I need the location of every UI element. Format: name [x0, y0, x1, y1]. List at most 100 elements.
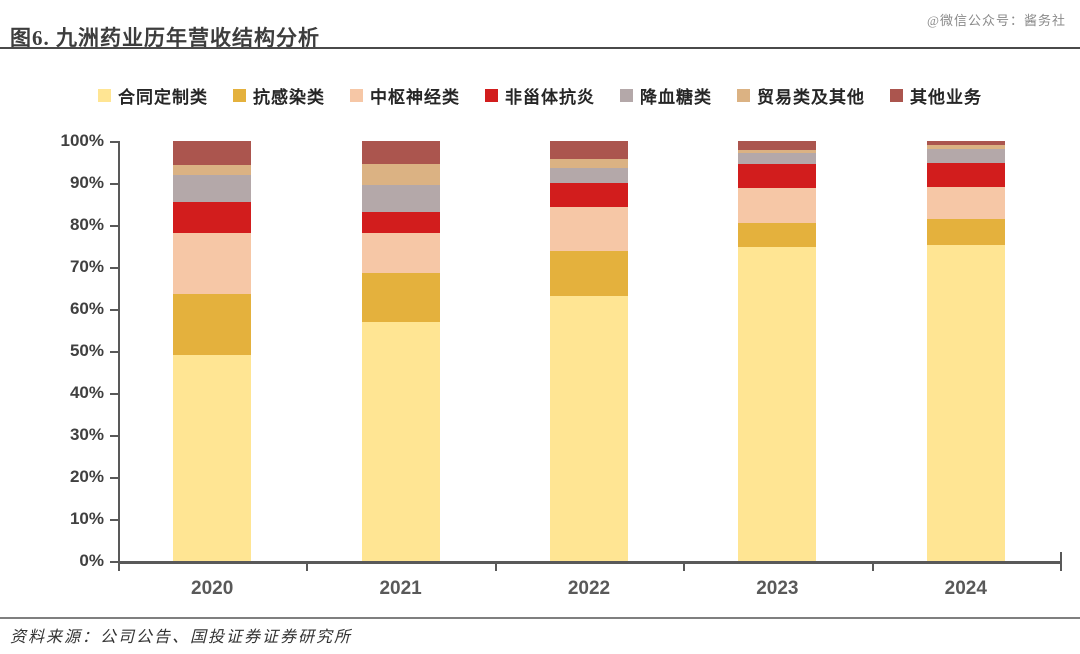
bar-segment-2024-合同定制类: [926, 245, 1005, 561]
y-tick: [110, 183, 118, 185]
y-tick-label: 50%: [69, 341, 104, 360]
x-tick-label: 2021: [379, 578, 422, 599]
bar-segment-2021-中枢神经类: [361, 233, 440, 273]
y-tick: [110, 141, 118, 143]
footer-divider: [0, 617, 1080, 619]
bar-segment-2022-贸易类及其他: [550, 159, 628, 168]
x-tick-label: 2024: [944, 578, 987, 599]
legend-item-6: 其他业务: [890, 83, 982, 108]
bar-segment-2020-降血糖类: [173, 175, 252, 202]
bar-segment-2020-抗感染类: [173, 294, 252, 356]
legend-label: 贸易类及其他: [757, 88, 865, 107]
bar-segment-2024-中枢神经类: [926, 187, 1005, 220]
x-tick: [118, 564, 120, 571]
y-tick: [110, 393, 118, 395]
bar-segment-2023-非甾体抗炎: [738, 164, 817, 189]
bar-segment-2022-抗感染类: [550, 251, 628, 296]
bar-segment-2020-中枢神经类: [173, 233, 252, 295]
y-tick-label: 10%: [69, 509, 104, 528]
legend-label: 合同定制类: [118, 88, 208, 107]
x-tick: [683, 564, 686, 571]
bar-segment-2024-降血糖类: [926, 148, 1005, 164]
x-axis: [118, 561, 1062, 564]
bar-segment-2021-非甾体抗炎: [361, 212, 440, 234]
legend-swatch: [737, 89, 750, 102]
y-tick: [110, 519, 118, 521]
y-tick: [110, 309, 118, 311]
bar-segment-2023-抗感染类: [738, 222, 817, 247]
legend-label: 其他业务: [910, 88, 982, 107]
legend-swatch: [98, 89, 111, 102]
y-tick-label: 20%: [69, 467, 104, 486]
bar-segment-2022-中枢神经类: [550, 206, 628, 252]
y-tick: [110, 267, 118, 269]
legend-item-3: 非甾体抗炎: [485, 83, 595, 108]
legend-item-2: 中枢神经类: [350, 83, 460, 108]
y-tick: [110, 561, 118, 563]
legend-swatch: [485, 89, 498, 102]
bar-segment-2022-其他业务: [550, 141, 628, 160]
x-tick: [871, 564, 874, 571]
bar-segment-2021-贸易类及其他: [361, 164, 440, 186]
bar-segment-2023-中枢神经类: [738, 188, 817, 223]
bar-segment-2020-合同定制类: [173, 355, 252, 561]
legend-swatch: [350, 89, 363, 102]
bar-segment-2021-其他业务: [361, 141, 440, 165]
source-note: 资料来源：公司公告、国投证券证券研究所: [10, 629, 353, 646]
y-axis: [118, 141, 120, 570]
bar-segment-2023-合同定制类: [738, 246, 817, 561]
bar-segment-2024-其他业务: [926, 141, 1005, 145]
y-tick-label: 30%: [69, 425, 104, 444]
title-divider: [0, 47, 1080, 49]
legend-swatch: [620, 89, 633, 102]
x-tick-label: 2022: [567, 578, 611, 599]
bar-2024: [926, 141, 1005, 561]
y-tick: [110, 477, 118, 479]
x-tick-label: 2020: [191, 578, 234, 599]
bar-segment-2020-贸易类及其他: [173, 165, 252, 176]
y-tick-label: 80%: [69, 215, 104, 234]
bar-segment-2023-降血糖类: [738, 153, 817, 165]
bar-segment-2021-抗感染类: [361, 272, 440, 323]
y-tick-label: 40%: [69, 383, 104, 402]
legend-item-4: 降血糖类: [620, 83, 712, 108]
x-axis-end-stub: [1060, 552, 1062, 561]
legend-swatch: [233, 89, 246, 102]
legend-label: 中枢神经类: [370, 88, 460, 107]
legend-label: 抗感染类: [253, 88, 325, 107]
bar-segment-2023-其他业务: [738, 141, 817, 150]
bar-segment-2024-非甾体抗炎: [926, 163, 1005, 188]
y-tick-label: 70%: [69, 257, 104, 276]
bar-segment-2020-非甾体抗炎: [173, 201, 252, 234]
x-tick: [306, 564, 309, 571]
legend-item-1: 抗感染类: [233, 83, 325, 108]
bar-segment-2022-合同定制类: [550, 295, 628, 561]
y-tick: [110, 435, 118, 437]
y-tick-label: 100%: [60, 131, 104, 150]
legend-label: 降血糖类: [640, 88, 712, 107]
figure-title: 图6. 九洲药业历年营收结构分析: [10, 26, 320, 50]
bar-segment-2024-抗感染类: [926, 219, 1005, 246]
bar-2021: [361, 141, 440, 561]
bar-segment-2022-非甾体抗炎: [550, 183, 628, 207]
bar-segment-2021-合同定制类: [361, 322, 440, 561]
chart-legend: 合同定制类 抗感染类 中枢神经类 非甾体抗炎 降血糖类 贸易类及其他 其他业务: [0, 83, 1080, 108]
legend-label: 非甾体抗炎: [505, 88, 595, 107]
bar-segment-2020-其他业务: [173, 141, 252, 166]
x-tick: [1060, 564, 1062, 571]
bar-segment-2021-降血糖类: [361, 185, 440, 213]
y-tick-label: 90%: [69, 173, 104, 192]
bar-segment-2023-贸易类及其他: [738, 149, 817, 154]
bar-2023: [738, 141, 817, 561]
bar-segment-2024-贸易类及其他: [926, 144, 1005, 149]
legend-item-0: 合同定制类: [98, 83, 208, 108]
legend-item-5: 贸易类及其他: [737, 83, 865, 108]
y-tick: [110, 225, 118, 227]
watermark-text: @微信公众号：酱务社: [927, 13, 1066, 28]
bar-2020: [173, 141, 252, 561]
bar-segment-2022-降血糖类: [550, 167, 628, 184]
legend-swatch: [890, 89, 903, 102]
y-tick-label: 60%: [69, 299, 104, 318]
